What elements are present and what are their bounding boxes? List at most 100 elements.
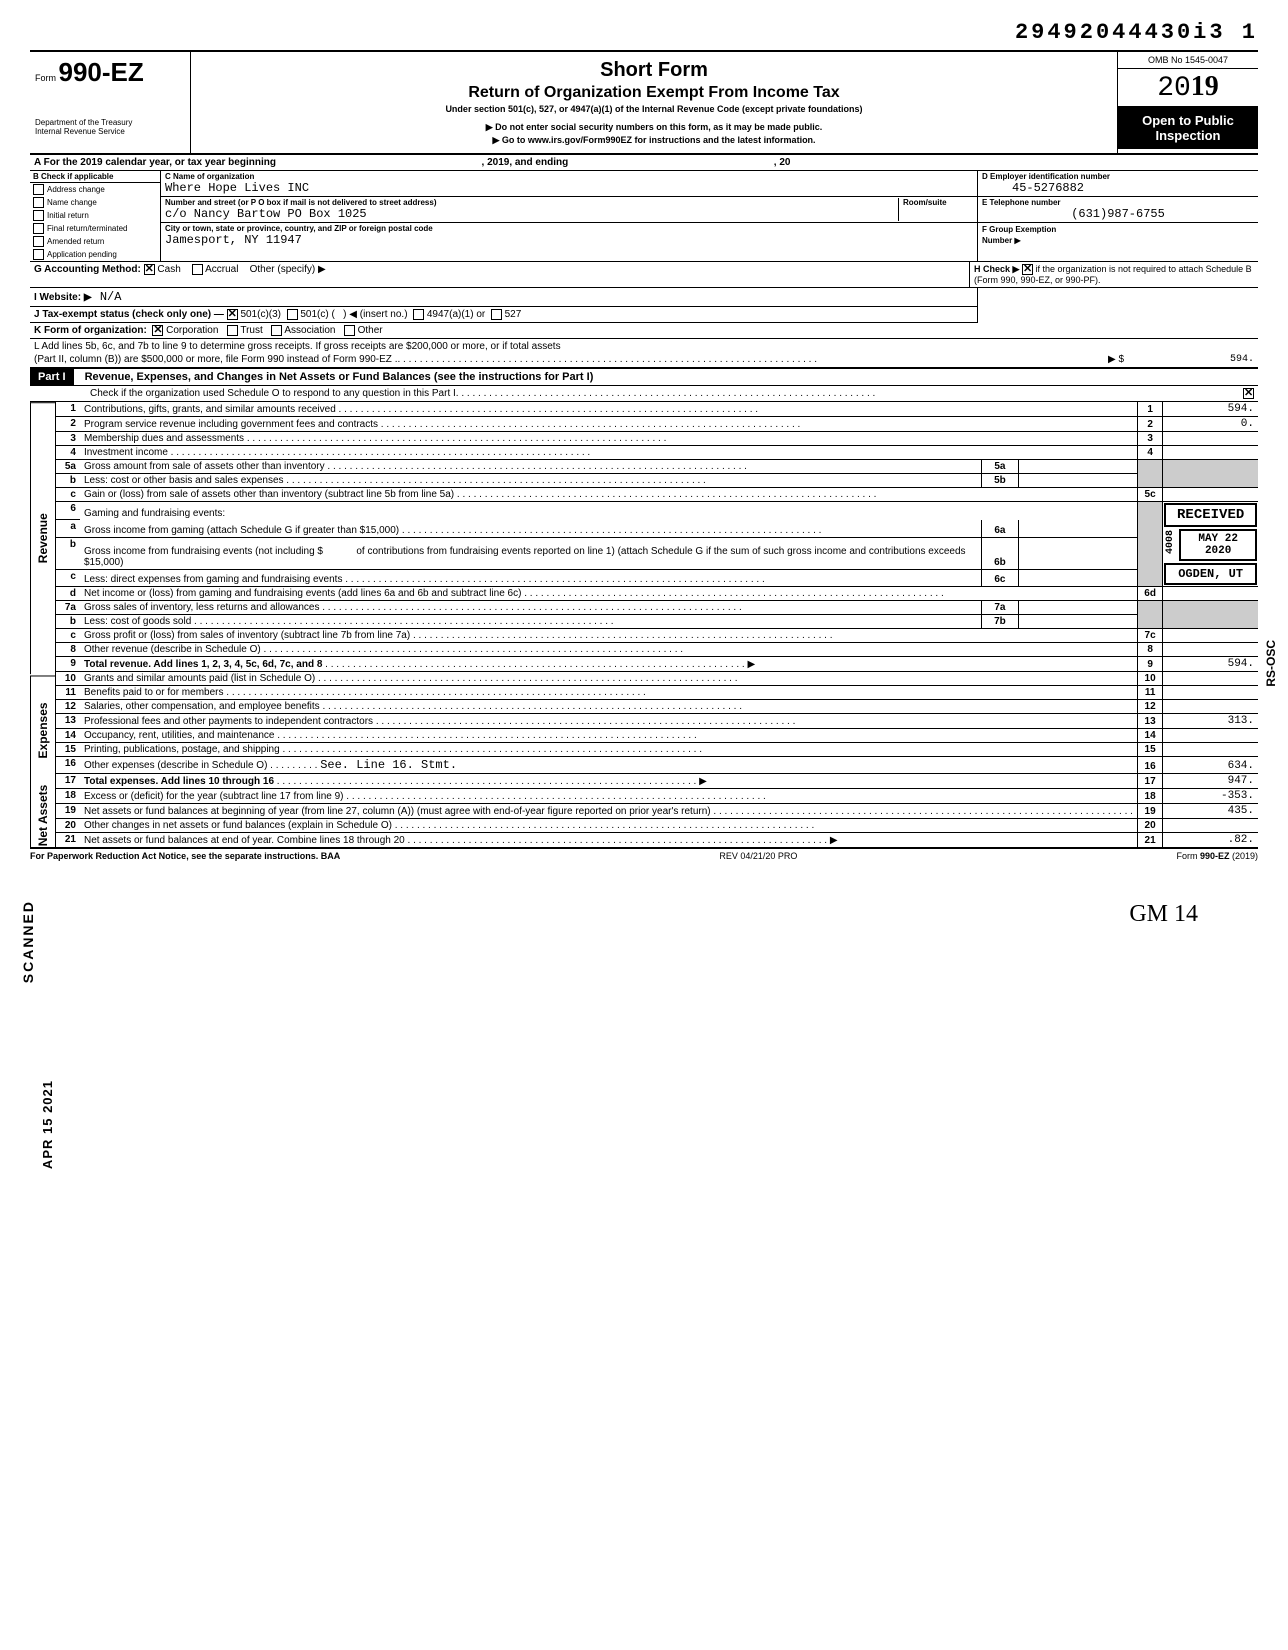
f-group-label: F Group Exemption — [982, 225, 1056, 234]
open-line2: Inspection — [1120, 128, 1256, 143]
line-text: Excess or (deficit) for the year (subtra… — [84, 791, 344, 802]
line-rnum: 2 — [1137, 417, 1162, 432]
line-text: Gross sales of inventory, less returns a… — [84, 602, 319, 613]
checkbox-other[interactable] — [344, 325, 355, 336]
line-num: 13 — [56, 714, 80, 729]
j-501c3: 501(c)(3) — [240, 309, 281, 320]
k-corp: Corporation — [166, 325, 218, 336]
checkbox-527[interactable] — [491, 309, 502, 320]
line-rnum: 8 — [1137, 643, 1162, 657]
checkbox-corp[interactable] — [152, 325, 163, 336]
line-num: 18 — [56, 789, 80, 804]
line-rval — [1163, 743, 1258, 757]
checkbox-icon — [33, 249, 44, 260]
part1-check-text: Check if the organization used Schedule … — [90, 388, 456, 399]
line-num: 10 — [56, 672, 80, 686]
short-form-title: Short Form — [196, 59, 1112, 82]
check-address-change[interactable]: Address change — [30, 183, 160, 196]
tax-year: 2019 — [1118, 69, 1258, 107]
line-rval: 313. — [1163, 714, 1258, 729]
line-num: 14 — [56, 729, 80, 743]
line-rnum: 19 — [1137, 804, 1162, 819]
form-header: Form 990-EZ Department of the Treasury I… — [30, 50, 1258, 155]
checkbox-4947[interactable] — [413, 309, 424, 320]
line-num: 12 — [56, 700, 80, 714]
line-num: b — [56, 537, 80, 569]
line-text: Gaming and fundraising events: — [84, 508, 225, 519]
line-rval: 594. — [1163, 402, 1258, 417]
line-rnum: 3 — [1137, 432, 1162, 446]
received-code: 4008 — [1163, 528, 1178, 562]
side-expenses: Expenses — [30, 675, 55, 784]
side-revenue: Revenue — [30, 402, 55, 674]
street-label: Number and street (or P O box if mail is… — [165, 198, 898, 207]
part1-header-row: Part I Revenue, Expenses, and Changes in… — [30, 367, 1258, 386]
row-j: J Tax-exempt status (check only one) — 5… — [30, 307, 977, 323]
line-text: Total revenue. Add lines 1, 2, 3, 4, 5c,… — [84, 659, 322, 670]
part1-check-line: Check if the organization used Schedule … — [30, 386, 1258, 402]
line-num: 3 — [56, 432, 80, 446]
check-label: Amended return — [47, 237, 104, 246]
check-application-pending[interactable]: Application pending — [30, 248, 160, 261]
checkbox-accrual[interactable] — [192, 264, 203, 275]
row-a-tax-year: A For the 2019 calendar year, or tax yea… — [30, 155, 1258, 171]
title-cell: Short Form Return of Organization Exempt… — [191, 52, 1117, 153]
row-l: L Add lines 5b, 6c, and 7b to line 9 to … — [30, 339, 1258, 354]
checkbox-schedule-o[interactable] — [1243, 388, 1254, 399]
line-subval — [1018, 601, 1137, 615]
line-num: 1 — [56, 402, 80, 417]
line-num: c — [56, 629, 80, 643]
col-b-header: B Check if applicable — [30, 171, 160, 183]
line-rval: 435. — [1163, 804, 1258, 819]
page-footer: For Paperwork Reduction Act Notice, see … — [30, 849, 1258, 861]
line-rval — [1163, 700, 1258, 714]
dln-number: 29492044430i3 1 — [30, 20, 1258, 45]
line-num: 20 — [56, 819, 80, 833]
check-final-return[interactable]: Final return/terminated — [30, 222, 160, 235]
line-subnum: 7b — [981, 615, 1018, 629]
checkbox-cash[interactable] — [144, 264, 155, 275]
subtitle: Under section 501(c), 527, or 4947(a)(1)… — [196, 104, 1112, 114]
shaded-cell — [1137, 537, 1162, 569]
line-rnum: 5c — [1137, 488, 1162, 502]
line-num: c — [56, 488, 80, 502]
line-extra: See. Line 16. Stmt. — [320, 758, 457, 772]
e-phone-label: E Telephone number — [982, 198, 1254, 207]
form-number: 990-EZ — [59, 57, 144, 87]
year-suffix: 19 — [1191, 71, 1219, 102]
line-text: Gross profit or (loss) from sales of inv… — [84, 630, 410, 641]
d-ein-label: D Employer identification number — [982, 172, 1254, 181]
line-num: b — [56, 474, 80, 488]
form-number-cell: Form 990-EZ Department of the Treasury I… — [30, 52, 191, 153]
checkbox-501c3[interactable] — [227, 309, 238, 320]
j-527: 527 — [505, 309, 522, 320]
check-initial-return[interactable]: Initial return — [30, 209, 160, 222]
lines-table: 1 Contributions, gifts, grants, and simi… — [56, 402, 1258, 847]
shaded-cell — [1137, 502, 1162, 520]
check-amended-return[interactable]: Amended return — [30, 235, 160, 248]
line-rval — [1163, 629, 1258, 643]
ssn-warning: ▶ Do not enter social security numbers o… — [196, 122, 1112, 133]
line-num: a — [56, 520, 80, 538]
checkbox-icon — [33, 197, 44, 208]
checkbox-501c[interactable] — [287, 309, 298, 320]
line-rval — [1163, 819, 1258, 833]
line-rnum: 14 — [1137, 729, 1162, 743]
footer-paperwork: For Paperwork Reduction Act Notice, see … — [30, 851, 340, 861]
checkbox-assoc[interactable] — [271, 325, 282, 336]
g-other: Other (specify) ▶ — [250, 264, 326, 275]
line-rval: -353. — [1163, 789, 1258, 804]
row-a-label2: , 2019, and ending — [482, 157, 569, 168]
check-name-change[interactable]: Name change — [30, 196, 160, 209]
l-value: 594. — [1124, 354, 1254, 365]
form-prefix: Form — [35, 73, 56, 83]
line-rval — [1163, 587, 1258, 601]
shaded-cell — [1137, 601, 1162, 629]
line-rval — [1163, 686, 1258, 700]
checkbox-icon — [33, 236, 44, 247]
received-stamp: RECEIVED — [1164, 503, 1257, 527]
checkbox-trust[interactable] — [227, 325, 238, 336]
line-num: d — [56, 587, 80, 601]
line-rval — [1163, 446, 1258, 460]
checkbox-h[interactable] — [1022, 264, 1033, 275]
